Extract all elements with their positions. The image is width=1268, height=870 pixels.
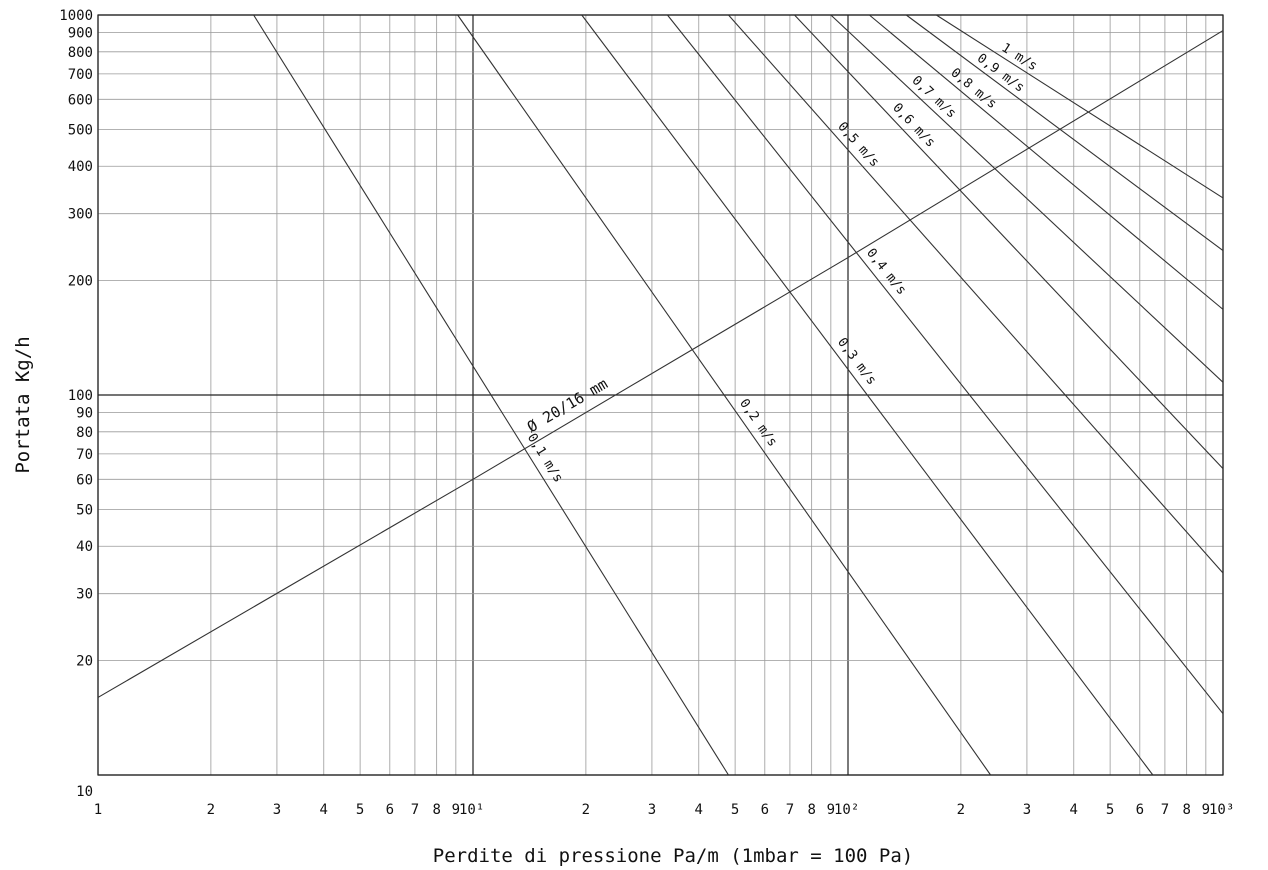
x-tick-label: 1 xyxy=(94,802,102,818)
y-tick-label: 1000 xyxy=(59,8,93,24)
x-tick-label: 10² xyxy=(834,802,859,818)
velocity-line xyxy=(581,14,1154,776)
x-tick-label: 8 xyxy=(432,802,440,818)
x-tick-label: 6 xyxy=(761,802,769,818)
x-tick-label: 8 xyxy=(807,802,815,818)
x-tick-label: 2 xyxy=(957,802,965,818)
y-tick-label: 50 xyxy=(76,502,93,518)
y-tick-label: 90 xyxy=(76,405,93,421)
velocity-line xyxy=(794,14,1224,470)
x-tick-label: 7 xyxy=(411,802,419,818)
velocity-label: 0,7 m/s xyxy=(909,73,959,121)
y-tick-label: 200 xyxy=(68,274,93,290)
y-tick-label: 20 xyxy=(76,654,93,670)
velocity-line xyxy=(728,14,1224,574)
velocity-line xyxy=(905,14,1224,251)
grid xyxy=(97,14,1224,776)
x-tick-label: 10³ xyxy=(1209,802,1234,818)
y-tick-label: 900 xyxy=(68,25,93,41)
velocity-line xyxy=(253,14,729,776)
velocity-line xyxy=(936,14,1224,199)
x-tick-label: 5 xyxy=(356,802,364,818)
velocity-line xyxy=(457,14,992,776)
x-tick-label: 4 xyxy=(1070,802,1078,818)
pipe-line xyxy=(97,30,1224,698)
y-tick-label: 60 xyxy=(76,472,93,488)
y-tick-label: 30 xyxy=(76,587,93,603)
x-axis-title: Perdite di pressione Pa/m (1mbar = 100 P… xyxy=(433,845,913,867)
x-tick-label: 4 xyxy=(695,802,703,818)
y-tick-label: 10 xyxy=(76,784,93,800)
series-labels: Ø 20/16 mm0,1 m/s0,2 m/s0,3 m/s0,4 m/s0,… xyxy=(524,41,1040,486)
x-tick-label: 9 xyxy=(1202,802,1210,818)
y-tick-label: 100 xyxy=(68,388,93,404)
y-axis-title: Portata Kg/h xyxy=(12,336,34,473)
x-tick-label: 3 xyxy=(648,802,656,818)
x-tick-label: 6 xyxy=(1136,802,1144,818)
x-tick-label: 3 xyxy=(1023,802,1031,818)
y-tick-label: 800 xyxy=(68,45,93,61)
x-tick-label: 5 xyxy=(1106,802,1114,818)
x-tick-label: 9 xyxy=(452,802,460,818)
y-tick-label: 40 xyxy=(76,539,93,555)
y-tick-label: 600 xyxy=(68,92,93,108)
y-tick-label: 700 xyxy=(68,67,93,83)
x-tick-label: 2 xyxy=(582,802,590,818)
x-tick-label: 4 xyxy=(320,802,328,818)
x-tick-label: 10¹ xyxy=(459,802,484,818)
y-tick-label: 80 xyxy=(76,425,93,441)
velocity-label: 0,2 m/s xyxy=(736,396,780,449)
plot-frame xyxy=(97,14,1224,776)
x-tick-label: 9 xyxy=(827,802,835,818)
y-tick-label: 70 xyxy=(76,447,93,463)
velocity-line xyxy=(667,14,1224,715)
x-tick-label: 3 xyxy=(273,802,281,818)
y-tick-label: 300 xyxy=(68,207,93,223)
x-tick-label: 5 xyxy=(731,802,739,818)
x-tick-label: 7 xyxy=(786,802,794,818)
x-tick-label: 6 xyxy=(386,802,394,818)
velocity-line xyxy=(868,14,1224,310)
velocity-label: 0,5 m/s xyxy=(834,119,882,170)
y-tick-label: 500 xyxy=(68,122,93,138)
series-lines xyxy=(97,14,1224,776)
y-tick-label: 400 xyxy=(68,159,93,175)
x-tick-label: 8 xyxy=(1182,802,1190,818)
x-tick-label: 7 xyxy=(1161,802,1169,818)
x-tick-label: 2 xyxy=(207,802,215,818)
velocity-line xyxy=(830,14,1224,383)
